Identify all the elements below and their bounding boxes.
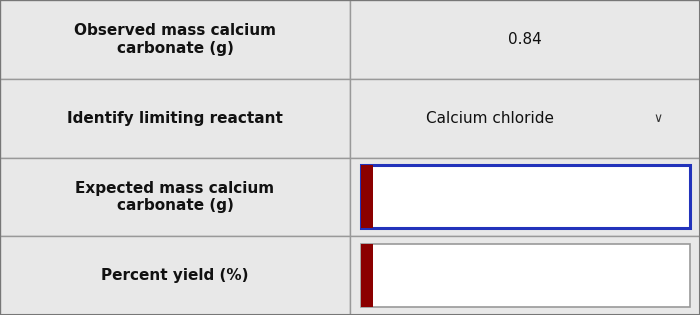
Bar: [360, 165, 373, 228]
Bar: [360, 244, 690, 307]
Bar: [350, 158, 700, 236]
Text: Percent yield (%): Percent yield (%): [102, 268, 248, 283]
Text: Expected mass calcium
carbonate (g): Expected mass calcium carbonate (g): [76, 181, 274, 213]
Bar: [0, 0, 350, 79]
Text: ∨: ∨: [653, 112, 663, 125]
Text: 0.84: 0.84: [508, 32, 542, 47]
Bar: [360, 244, 690, 307]
Bar: [350, 0, 700, 79]
Bar: [0, 79, 350, 158]
Bar: [360, 165, 690, 228]
Text: Calcium chloride: Calcium chloride: [426, 111, 554, 126]
Bar: [0, 236, 350, 315]
Bar: [360, 165, 690, 228]
Text: Observed mass calcium
carbonate (g): Observed mass calcium carbonate (g): [74, 23, 276, 55]
Bar: [0, 158, 350, 236]
Text: Identify limiting reactant: Identify limiting reactant: [67, 111, 283, 126]
Bar: [360, 244, 373, 307]
Bar: [350, 79, 700, 158]
Bar: [350, 236, 700, 315]
